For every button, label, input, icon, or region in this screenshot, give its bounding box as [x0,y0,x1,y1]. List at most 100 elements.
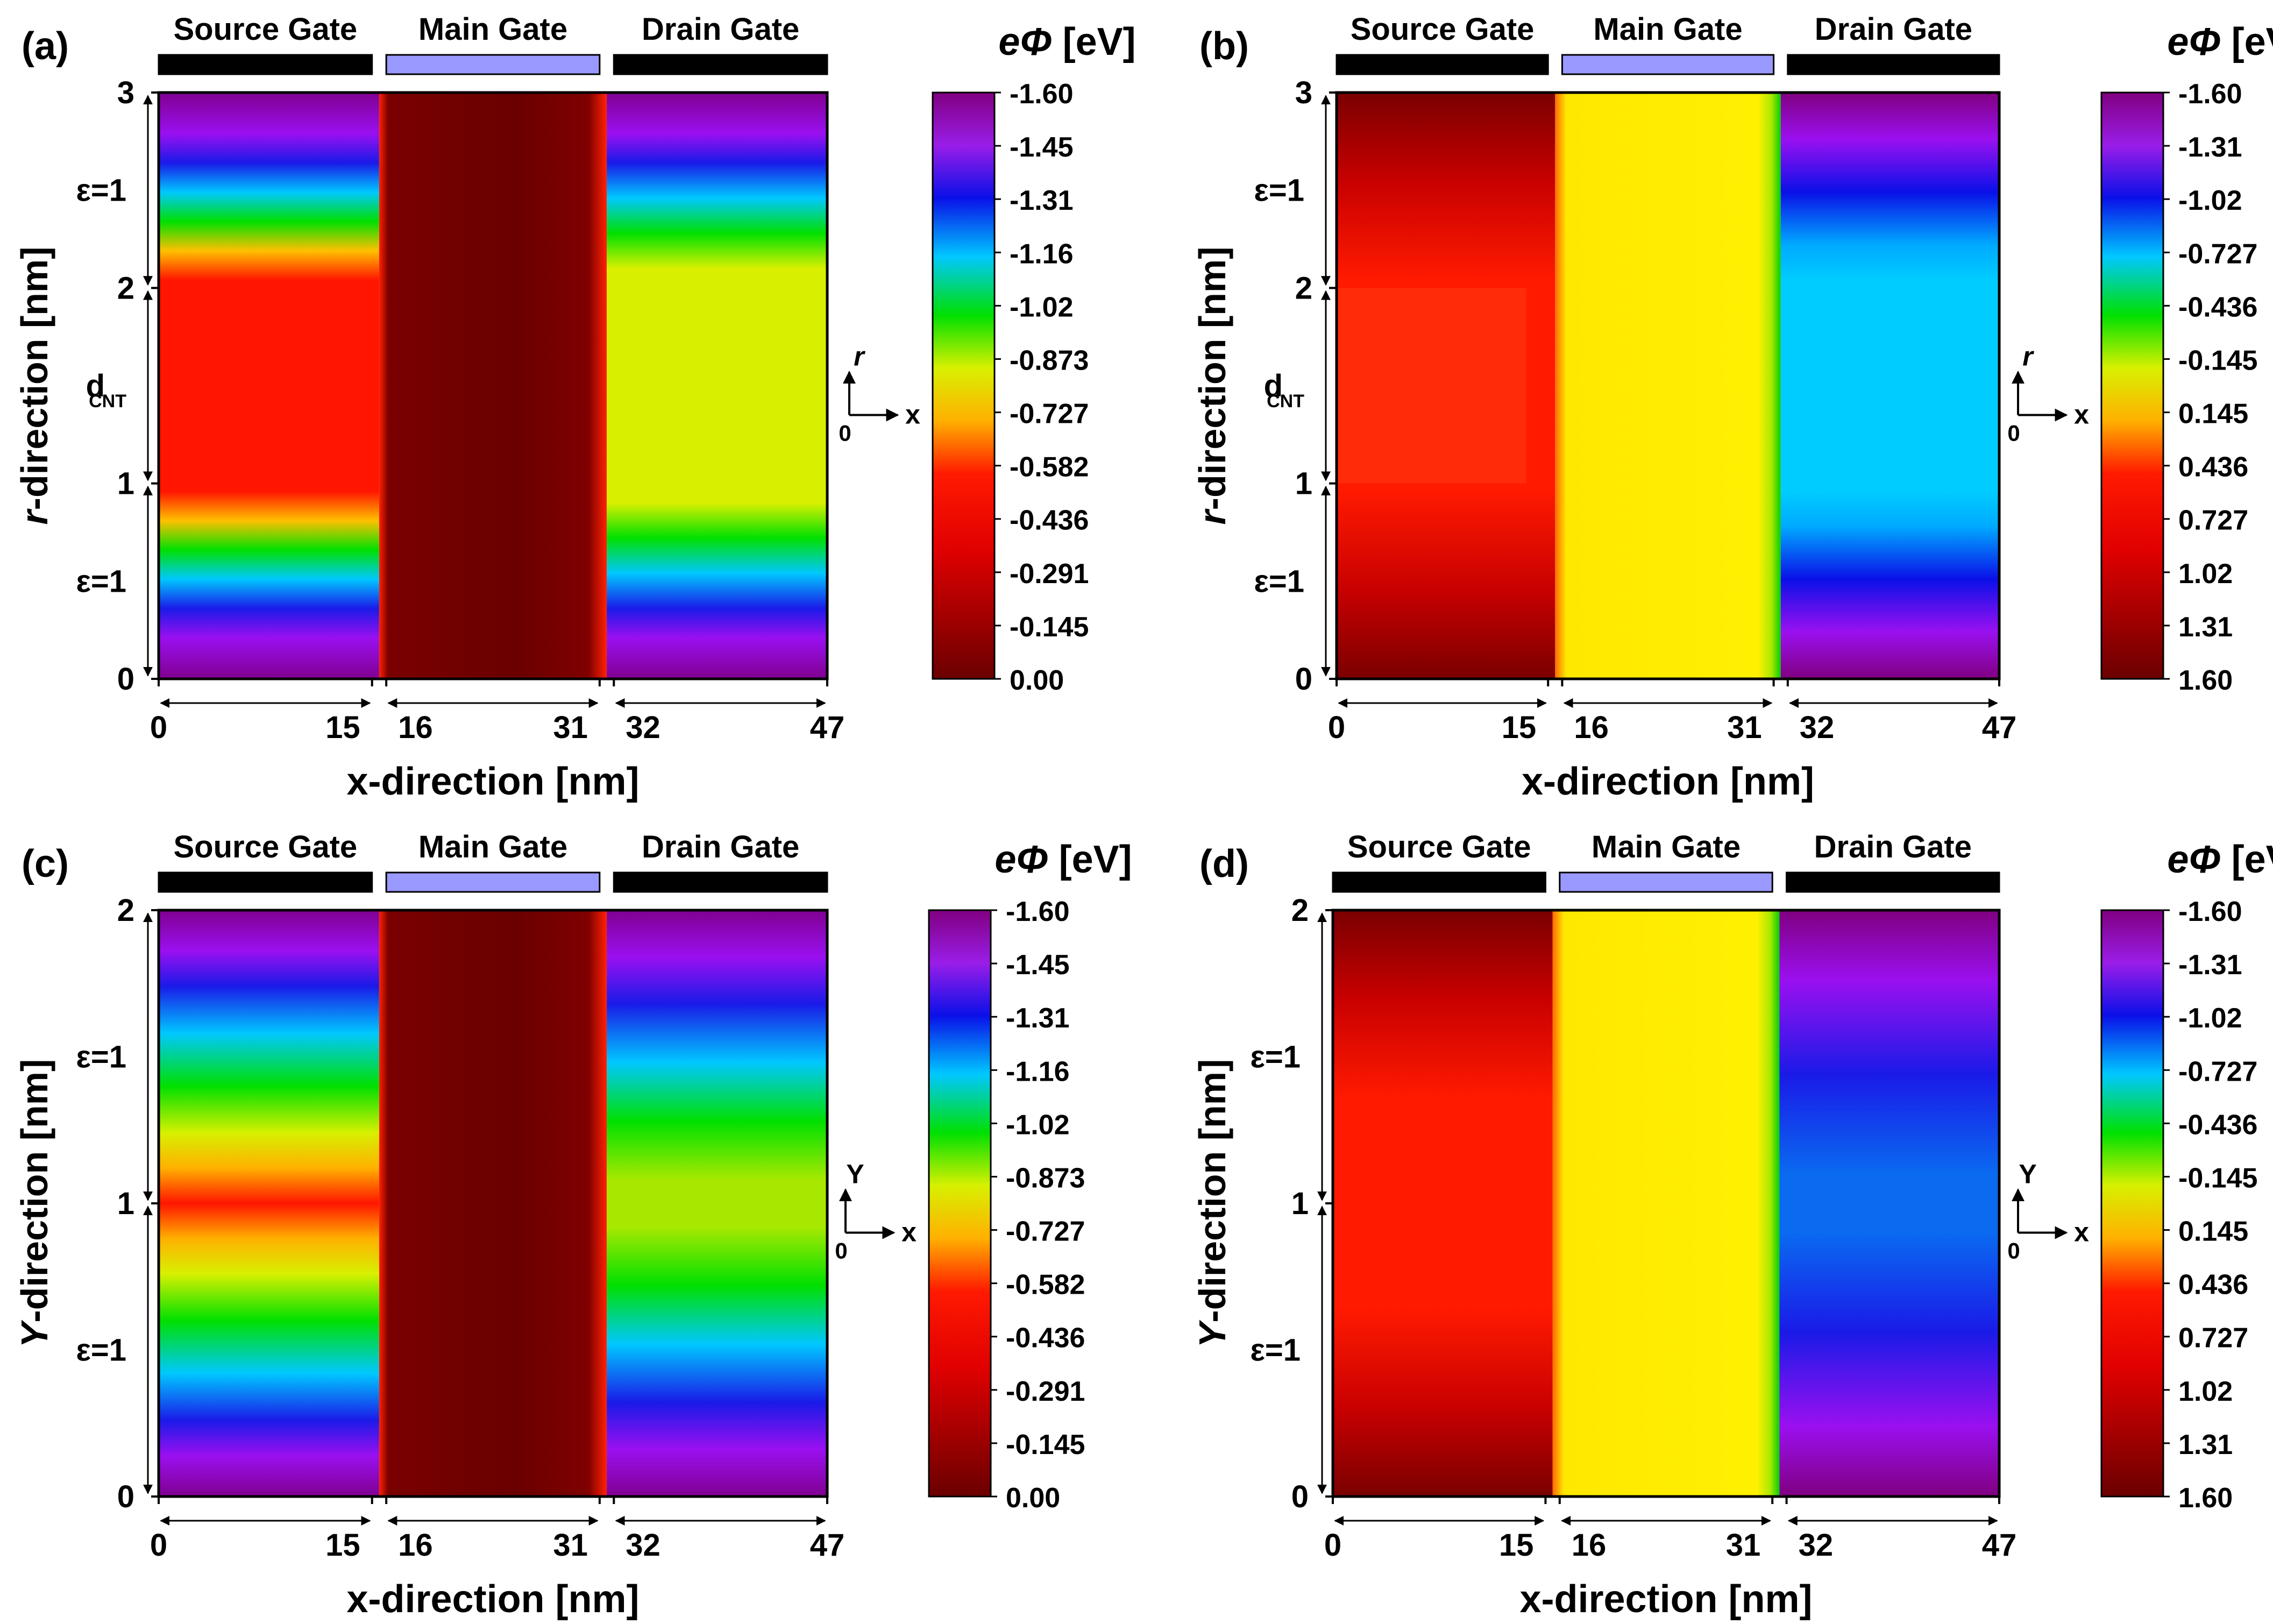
gate-label-0: Source Gate [1351,12,1535,47]
y-tick-label: 2 [1295,271,1312,306]
colorbar-tick-label: -1.31 [1006,1003,1070,1034]
x-tick-label: 16 [1572,1528,1607,1563]
colorbar-tick-label: 1.02 [2178,1376,2233,1407]
colorbar-tick-label: -1.60 [2178,896,2242,927]
x-tick-label: 15 [325,1528,360,1563]
heatmap-source-region [159,910,379,1497]
colorbar-tick-label: 0.00 [1010,665,1064,696]
gate-bar-0 [1336,54,1549,75]
heatmap-main-region [379,93,607,679]
gate-bar-0 [158,54,373,75]
gate-label-1: Main Gate [1592,829,1741,864]
axis-glyph-origin: 0 [839,421,851,446]
heatmap-drain-region [1779,910,1999,1497]
gate-label-0: Source Gate [1347,829,1531,864]
y-tick-label: 0 [1291,1479,1309,1514]
x-tick-label: 47 [810,710,845,745]
epsilon-label: ε=1 [1254,564,1304,599]
x-tick-label: 0 [150,710,167,745]
y-tick-label: 3 [1295,75,1312,110]
axis-glyph-x-label: x [905,400,920,430]
dcnt-subscript: CNT [1267,391,1304,412]
colorbar-tick-label: -0.727 [2178,1056,2257,1087]
colorbar-tick-label: -1.45 [1006,949,1070,981]
y-axis-label: r-direction [nm] [1191,246,1233,524]
colorbar-tick-label: 0.436 [2178,1270,2248,1301]
y-axis-label: Y-direction [nm] [1191,1059,1233,1348]
colorbar-tick-label: -0.291 [1006,1376,1085,1407]
y-tick-label: 2 [117,893,134,928]
colorbar [2100,91,2164,680]
gate-bar-2 [613,54,828,75]
epsilon-label: ε=1 [76,1333,126,1368]
colorbar-title: eΦ [eV] [2167,838,2273,881]
gate-label-1: Main Gate [418,829,567,864]
panel-b: (b) Source Gate Main Gate Drain Gate 0 1 2 3 ε=1… [1191,12,2273,803]
gate-bar-0 [1332,871,1546,893]
x-tick-label: 15 [1499,1528,1534,1563]
y-tick-label: 1 [117,466,134,501]
x-tick-label: 32 [626,1528,660,1563]
colorbar-tick-label: -1.16 [1006,1056,1070,1087]
colorbar [932,91,996,680]
panel-a: (a) Source Gate Main Gate Drain Gate 0 1 2 3 ε=1… [13,12,1136,803]
colorbar-tick-label: -0.436 [1006,1323,1085,1354]
x-axis-label: x-direction [nm] [346,1578,639,1621]
colorbar-tick-label: 1.60 [2178,1483,2233,1514]
colorbar-tick-label: 0.145 [2178,399,2248,430]
x-tick-label: 15 [1502,710,1537,745]
panel-label: (b) [1199,25,1249,68]
axis-glyph-y-label: r [2022,342,2034,372]
gate-bar-1 [385,54,601,75]
colorbar-tick-label: -1.31 [2178,132,2242,163]
colorbar-tick-label: -0.145 [1006,1429,1085,1460]
x-tick-label: 31 [1726,1528,1761,1563]
x-tick-label: 15 [325,710,360,745]
heatmap-main-region [1552,910,1780,1497]
x-tick-label: 47 [1982,1528,2017,1563]
y-axis-label: r-direction [nm] [13,246,55,524]
heatmap-main-region [1555,93,1781,679]
colorbar-tick-label: 1.60 [2178,665,2233,696]
gate-bar-2 [1786,871,2000,893]
x-axis-label: x-direction [nm] [1522,760,1814,803]
x-tick-label: 0 [1328,710,1345,745]
y-tick-label: 1 [117,1186,134,1221]
colorbar-tick-label: -0.582 [1006,1270,1085,1301]
x-tick-label: 16 [398,710,433,745]
gate-bar-1 [1559,871,1773,893]
colorbar-tick-label: -1.60 [2178,79,2242,110]
plot-frame [157,91,829,680]
axis-glyph-y-label: Y [846,1159,864,1189]
colorbar-tick-label: -1.60 [1010,79,1074,110]
epsilon-label: ε=1 [76,564,126,599]
axis-glyph-origin: 0 [835,1238,847,1264]
colorbar-tick-label: -0.436 [2178,1109,2257,1140]
dcnt-label: d [86,368,105,403]
y-tick-label: 0 [117,1479,134,1514]
heatmap-drain-region [1780,93,1999,679]
x-tick-label: 47 [810,1528,845,1563]
gate-label-0: Source Gate [174,12,358,47]
colorbar-tick-label: -0.727 [1006,1216,1085,1247]
y-tick-label: 3 [117,75,134,110]
colorbar [2100,909,2164,1498]
colorbar-tick-label: -1.02 [1006,1109,1070,1140]
x-tick-label: 31 [1727,710,1762,745]
x-tick-label: 0 [1324,1528,1341,1563]
gate-label-2: Drain Gate [642,12,799,47]
colorbar-tick-label: -1.60 [1006,896,1070,927]
heatmap-main-region [379,910,607,1497]
axis-glyph-y-label: Y [2019,1159,2036,1189]
colorbar-tick-label: 0.145 [2178,1216,2248,1247]
colorbar-title: eΦ [eV] [995,838,1132,881]
colorbar-tick-label: -1.45 [1010,132,1074,163]
colorbar-tick-label: -1.02 [1010,292,1074,323]
panel-label: (c) [22,842,69,885]
heatmap-drain-region [607,93,827,679]
y-tick-label: 1 [1295,466,1312,501]
y-tick-label: 0 [117,662,134,697]
x-tick-label: 16 [1574,710,1609,745]
colorbar-title: eΦ [eV] [2167,20,2273,63]
x-axis-label: x-direction [nm] [1519,1578,1812,1621]
